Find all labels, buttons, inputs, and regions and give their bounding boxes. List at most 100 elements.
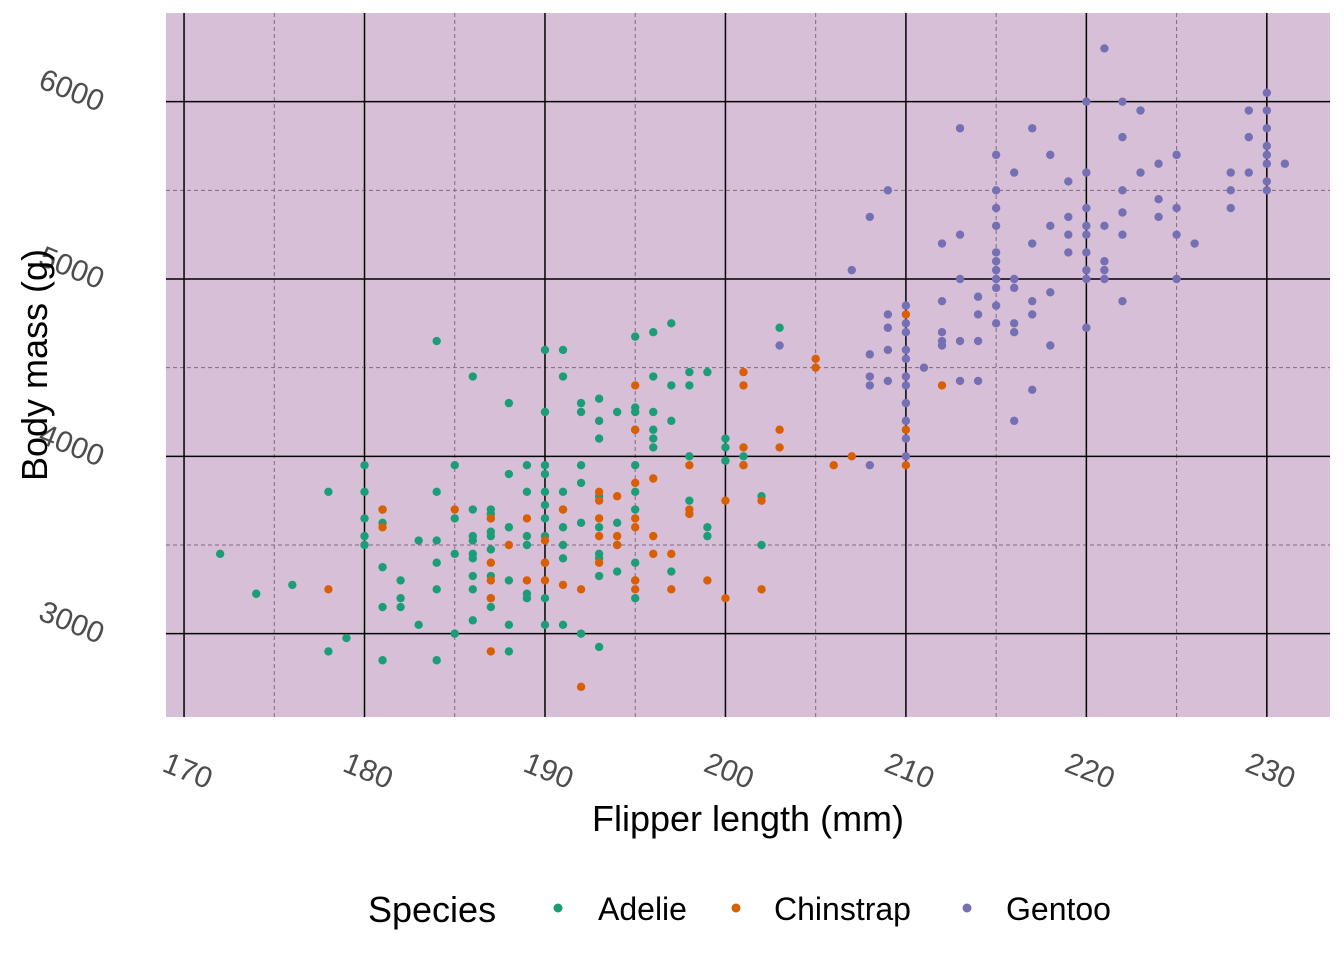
point-chinstrap	[486, 558, 496, 567]
point-adelie	[540, 500, 550, 510]
point-gentoo	[1154, 159, 1163, 168]
point-adelie	[594, 549, 604, 559]
point-adelie	[432, 656, 441, 665]
point-adelie	[288, 580, 297, 590]
point-gentoo	[1262, 159, 1272, 168]
point-chinstrap	[522, 514, 532, 523]
x-tick-label: 190	[519, 747, 578, 796]
point-adelie	[504, 576, 514, 585]
point-adelie	[558, 372, 568, 381]
point-gentoo	[1172, 203, 1181, 213]
point-adelie	[450, 549, 459, 559]
point-gentoo	[1009, 319, 1019, 328]
point-gentoo	[1100, 221, 1109, 230]
point-adelie	[775, 323, 784, 332]
point-chinstrap	[594, 514, 604, 523]
point-chinstrap	[558, 505, 568, 514]
point-adelie	[594, 416, 604, 426]
point-chinstrap	[486, 593, 496, 603]
point-gentoo	[901, 381, 911, 390]
point-gentoo	[991, 186, 1001, 195]
point-gentoo	[1028, 310, 1037, 319]
point-adelie	[631, 593, 640, 603]
point-chinstrap	[757, 496, 766, 505]
point-adelie	[594, 571, 604, 581]
point-adelie	[649, 327, 658, 337]
point-gentoo	[1244, 168, 1253, 177]
point-adelie	[468, 571, 477, 581]
point-chinstrap	[739, 443, 748, 452]
legend-key-adelie	[553, 903, 563, 913]
point-chinstrap	[649, 549, 658, 559]
point-adelie	[360, 540, 369, 550]
point-gentoo	[1082, 168, 1091, 177]
point-adelie	[468, 531, 477, 541]
x-tick-label: 220	[1061, 747, 1120, 796]
point-chinstrap	[540, 576, 550, 585]
point-gentoo	[865, 460, 875, 470]
point-adelie	[667, 567, 676, 576]
point-adelie	[721, 456, 730, 465]
point-chinstrap	[829, 460, 838, 470]
point-adelie	[649, 425, 658, 434]
point-adelie	[378, 602, 387, 612]
point-adelie	[215, 549, 225, 559]
point-adelie	[540, 487, 550, 496]
point-chinstrap	[739, 460, 748, 470]
point-gentoo	[1262, 177, 1272, 186]
point-gentoo	[1082, 248, 1091, 257]
point-gentoo	[1262, 88, 1272, 97]
point-gentoo	[991, 274, 1001, 284]
point-adelie	[486, 505, 496, 514]
point-adelie	[522, 589, 532, 598]
point-gentoo	[901, 301, 911, 310]
point-gentoo	[901, 452, 911, 461]
point-adelie	[594, 523, 604, 532]
point-chinstrap	[540, 558, 550, 567]
point-adelie	[631, 505, 640, 514]
point-adelie	[540, 469, 550, 479]
y-tick-label: 3000	[34, 595, 108, 651]
point-gentoo	[1262, 106, 1272, 115]
point-chinstrap	[631, 523, 640, 532]
legend-title: Species	[368, 889, 496, 930]
point-adelie	[522, 531, 532, 541]
point-chinstrap	[703, 576, 712, 585]
point-chinstrap	[667, 585, 676, 594]
point-gentoo	[901, 354, 911, 363]
point-gentoo	[1064, 177, 1073, 186]
point-gentoo	[1064, 212, 1073, 222]
y-tick-label: 6000	[34, 63, 108, 119]
point-adelie	[631, 332, 640, 341]
point-adelie	[594, 642, 604, 652]
point-chinstrap	[522, 576, 532, 585]
point-adelie	[504, 620, 514, 629]
point-gentoo	[1118, 230, 1127, 239]
point-adelie	[721, 434, 730, 443]
point-chinstrap	[558, 580, 568, 590]
point-gentoo	[1226, 168, 1235, 177]
point-gentoo	[1262, 124, 1272, 133]
point-chinstrap	[576, 682, 586, 692]
point-adelie	[324, 647, 333, 656]
point-adelie	[504, 523, 514, 532]
point-gentoo	[955, 376, 965, 386]
point-chinstrap	[649, 474, 658, 483]
point-adelie	[739, 452, 748, 461]
point-gentoo	[1082, 221, 1091, 230]
point-gentoo	[1082, 97, 1091, 106]
point-gentoo	[1262, 150, 1272, 160]
point-gentoo	[955, 230, 965, 239]
point-gentoo	[937, 327, 947, 337]
point-adelie	[721, 443, 730, 452]
point-chinstrap	[631, 478, 640, 488]
point-chinstrap	[504, 540, 514, 550]
point-adelie	[594, 394, 604, 403]
point-chinstrap	[721, 496, 730, 505]
point-adelie	[540, 460, 550, 470]
point-chinstrap	[631, 381, 640, 390]
point-chinstrap	[721, 593, 730, 603]
point-adelie	[432, 487, 441, 496]
point-chinstrap	[378, 523, 387, 532]
point-gentoo	[1009, 168, 1019, 177]
